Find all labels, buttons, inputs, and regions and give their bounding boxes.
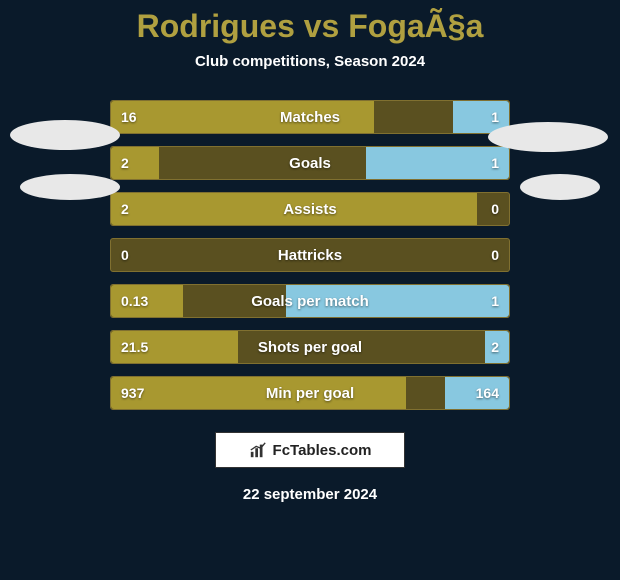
- stat-label: Hattricks: [111, 247, 509, 264]
- player-oval: [10, 120, 120, 150]
- comparison-subtitle: Club competitions, Season 2024: [0, 53, 620, 70]
- stat-label: Shots per goal: [111, 339, 509, 356]
- stat-row: 21Goals: [110, 146, 510, 180]
- player-oval: [520, 174, 600, 200]
- stat-row: 161Matches: [110, 100, 510, 134]
- footer-date: 22 september 2024: [0, 486, 620, 503]
- stat-row: 937164Min per goal: [110, 376, 510, 410]
- player-oval: [20, 174, 120, 200]
- stat-row: 0.131Goals per match: [110, 284, 510, 318]
- stat-label: Goals per match: [111, 293, 509, 310]
- chart-icon: [249, 441, 267, 459]
- stat-row: 00Hattricks: [110, 238, 510, 272]
- player-oval: [488, 122, 608, 152]
- stat-label: Matches: [111, 109, 509, 126]
- stat-row: 21.52Shots per goal: [110, 330, 510, 364]
- stat-label: Goals: [111, 155, 509, 172]
- source-badge[interactable]: FcTables.com: [215, 432, 405, 468]
- stat-label: Min per goal: [111, 385, 509, 402]
- source-badge-text: FcTables.com: [273, 442, 372, 459]
- stat-row: 20Assists: [110, 192, 510, 226]
- comparison-title: Rodrigues vs FogaÃ§a: [0, 0, 620, 45]
- stat-label: Assists: [111, 201, 509, 218]
